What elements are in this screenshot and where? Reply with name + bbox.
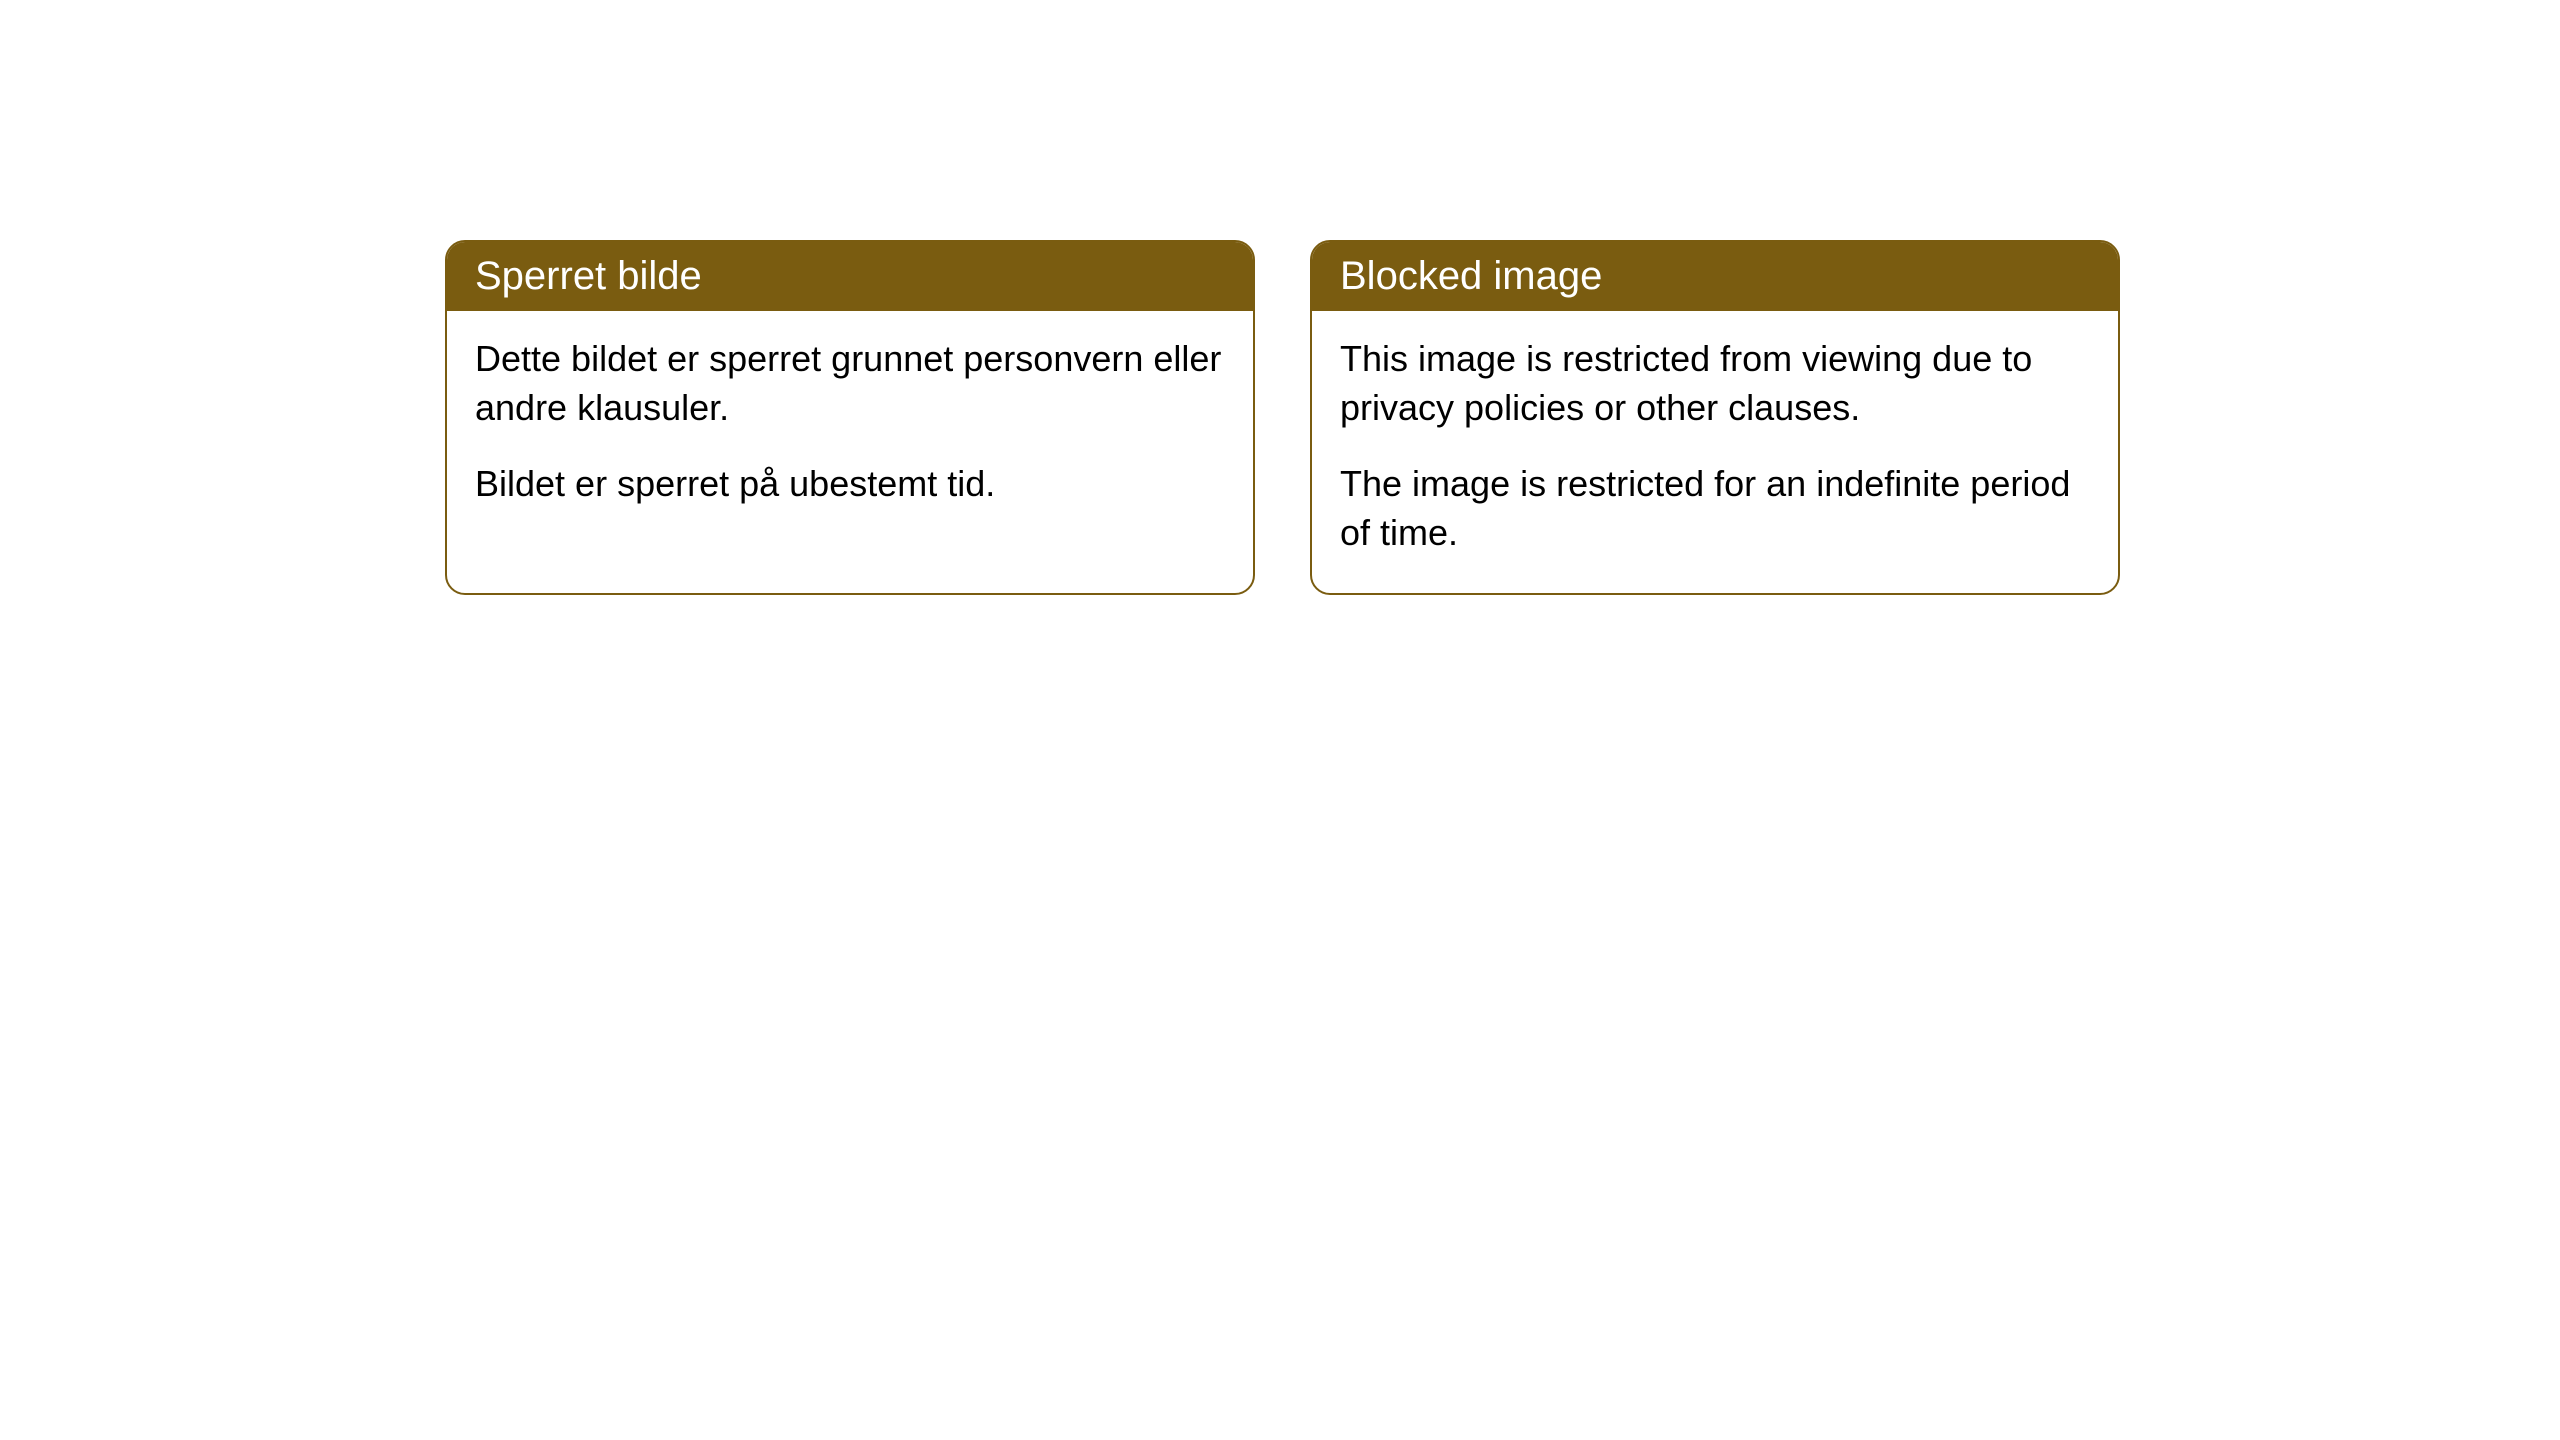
card-paragraph-2-english: The image is restricted for an indefinit… (1340, 460, 2090, 557)
cards-container: Sperret bilde Dette bildet er sperret gr… (445, 240, 2120, 595)
card-paragraph-1-english: This image is restricted from viewing du… (1340, 335, 2090, 432)
card-body-english: This image is restricted from viewing du… (1312, 311, 2118, 593)
card-paragraph-1-norwegian: Dette bildet er sperret grunnet personve… (475, 335, 1225, 432)
card-body-norwegian: Dette bildet er sperret grunnet personve… (447, 311, 1253, 545)
card-english: Blocked image This image is restricted f… (1310, 240, 2120, 595)
card-header-english: Blocked image (1312, 242, 2118, 311)
card-header-norwegian: Sperret bilde (447, 242, 1253, 311)
card-norwegian: Sperret bilde Dette bildet er sperret gr… (445, 240, 1255, 595)
card-paragraph-2-norwegian: Bildet er sperret på ubestemt tid. (475, 460, 1225, 509)
